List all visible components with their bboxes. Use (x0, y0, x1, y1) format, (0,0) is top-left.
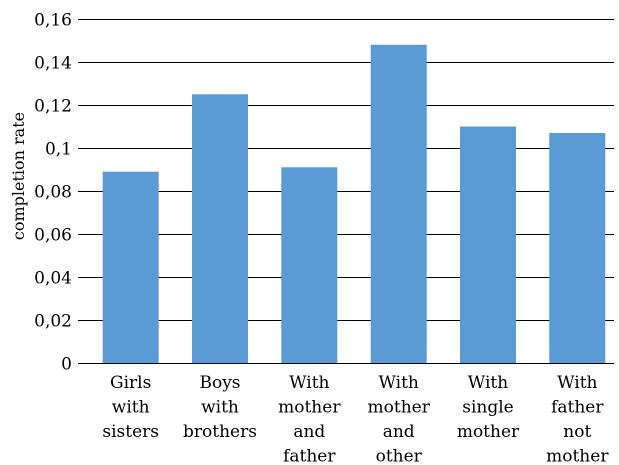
bar (281, 167, 338, 363)
x-category-label: other (376, 447, 423, 465)
x-category-label: mother (546, 447, 609, 465)
y-tick-label: 0,1 (45, 140, 72, 160)
bar (549, 133, 606, 363)
x-category-label: not (563, 422, 591, 442)
x-category-label: and (383, 422, 415, 442)
y-tick-label: 0,14 (34, 54, 72, 74)
y-tick-label: 0,06 (34, 226, 72, 246)
y-tick-label: 0,04 (34, 269, 72, 289)
y-tick-label: 0,08 (34, 183, 72, 203)
x-category-label: and (293, 422, 325, 442)
x-category-label: single (462, 398, 514, 418)
gridlines (78, 19, 614, 364)
y-tick-label: 0,16 (34, 11, 72, 31)
x-category-label: sisters (102, 422, 159, 442)
bar (192, 94, 248, 364)
y-tick-label: 0,12 (34, 97, 72, 117)
x-category-labels: Girls with sisters Boys with brothers With moth… (102, 373, 609, 465)
x-category-label: mother (368, 398, 431, 418)
bar (370, 44, 427, 364)
x-category-label: father (551, 398, 604, 418)
x-category-label: father (283, 447, 336, 465)
x-category-label: Girls (110, 373, 151, 393)
y-tick-label: 0,02 (34, 312, 72, 332)
x-category-label: mother (457, 422, 520, 442)
x-category-label: With (289, 373, 329, 393)
x-category-label: with (201, 398, 239, 418)
x-category-label: mother (278, 398, 341, 418)
x-category-label: brothers (183, 422, 257, 442)
x-category-label: With (378, 373, 418, 393)
y-tick-labels: 0 0,02 0,04 0,06 0,08 0,1 0,12 0,14 0,16 (34, 11, 72, 375)
y-tick-label: 0 (61, 355, 72, 375)
x-category-label: With (557, 373, 597, 393)
x-category-label: Boys (199, 373, 240, 393)
bar (102, 171, 159, 363)
x-category-label: With (468, 373, 508, 393)
bar (460, 126, 516, 363)
y-axis-title: completion rate (9, 112, 28, 240)
bars (102, 44, 606, 364)
x-category-label: with (112, 398, 150, 418)
